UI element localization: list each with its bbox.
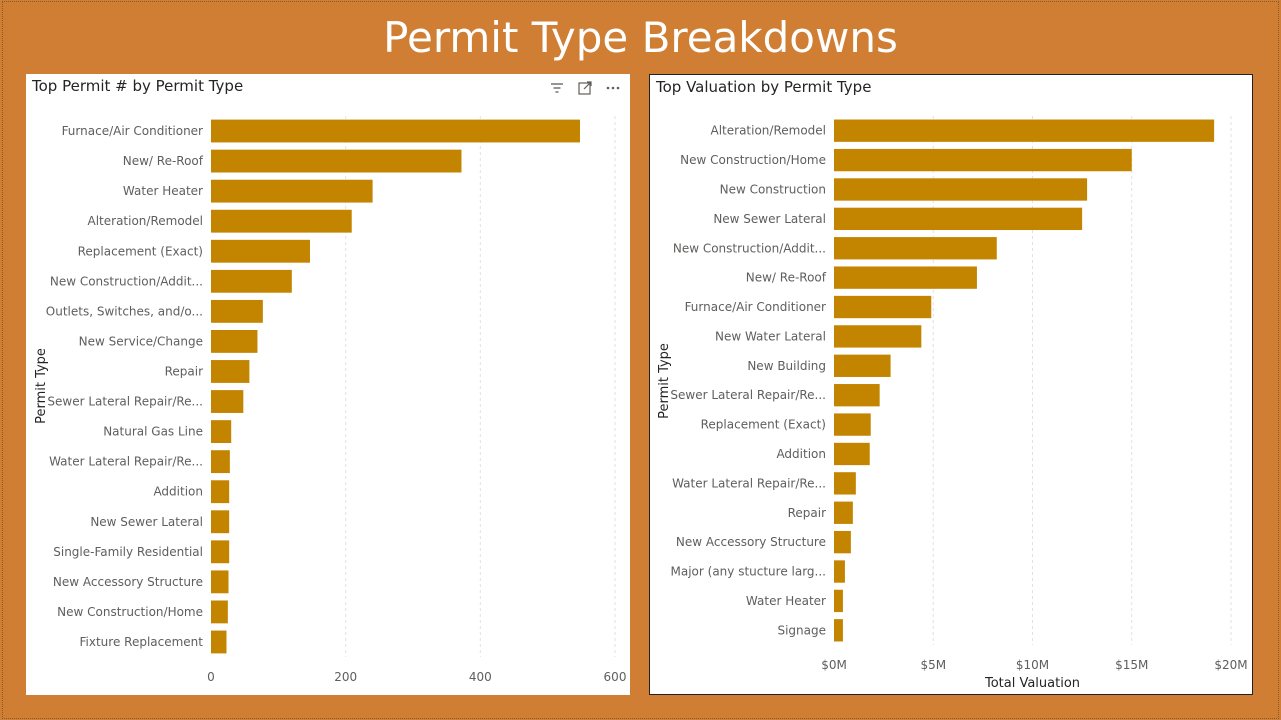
category-label: Replacement (Exact) (78, 244, 203, 258)
category-label: Replacement (Exact) (701, 418, 826, 432)
category-label: New Accessory Structure (676, 535, 826, 549)
category-label: Furnace/Air Conditioner (62, 124, 203, 138)
category-label: Sewer Lateral Repair/Re... (670, 388, 826, 402)
y-axis-title: Permit Type (34, 348, 49, 424)
bar[interactable] (834, 119, 1215, 142)
valuation-panel[interactable]: Alteration/Remodel New Construction/Home N… (649, 74, 1253, 695)
category-label: Signage (777, 623, 826, 637)
category-label: Water Lateral Repair/Re... (672, 476, 826, 490)
category-label: New Service/Change (79, 334, 203, 348)
bar[interactable] (834, 413, 871, 436)
category-label: New Building (747, 359, 826, 373)
bar[interactable] (834, 560, 845, 583)
bar[interactable] (211, 600, 228, 624)
x-tick-label: $10M (1016, 658, 1049, 672)
valuation-chart-title: Top Valuation by Permit Type (656, 78, 872, 96)
y-axis-title: Permit Type (657, 343, 672, 419)
bar[interactable] (211, 329, 258, 353)
category-label: Repair (788, 506, 826, 520)
bar[interactable] (211, 450, 230, 474)
valuation-chart: Alteration/Remodel New Construction/Home N… (657, 116, 1248, 691)
category-label: New Construction (720, 182, 826, 196)
category-label: New Water Lateral (715, 329, 826, 343)
bar[interactable] (211, 299, 263, 323)
filter-icon[interactable] (548, 79, 566, 97)
bar[interactable] (834, 472, 856, 495)
bar[interactable] (834, 589, 843, 613)
category-label: Water Heater (746, 594, 826, 608)
x-tick-label: 0 (207, 670, 215, 684)
permit-count-chart-title: Top Permit # by Permit Type (32, 77, 244, 95)
bar[interactable] (211, 149, 462, 173)
category-label: Furnace/Air Conditioner (685, 300, 826, 314)
bar[interactable] (834, 148, 1132, 172)
bar[interactable] (834, 442, 870, 466)
focus-mode-icon[interactable] (576, 79, 594, 97)
x-tick-label: 600 (604, 670, 627, 684)
x-tick-label: 200 (334, 670, 357, 684)
category-label: Addition (776, 447, 826, 461)
bar[interactable] (211, 390, 244, 413)
bar[interactable] (211, 209, 352, 233)
bar[interactable] (211, 420, 232, 444)
category-label: Water Lateral Repair/Re... (49, 455, 203, 469)
bar[interactable] (834, 354, 891, 377)
bar[interactable] (834, 178, 1088, 201)
bar[interactable] (834, 619, 843, 642)
category-label: New Construction/Home (57, 605, 203, 619)
x-tick-label: 400 (469, 670, 492, 684)
bar[interactable] (834, 266, 977, 289)
bar[interactable] (211, 360, 250, 383)
category-label: Repair (165, 364, 203, 378)
bar[interactable] (211, 480, 230, 504)
bar[interactable] (211, 630, 227, 654)
bar[interactable] (834, 295, 932, 319)
permit-count-chart: Furnace/Air Conditioner New/ Re-Roof Water… (34, 116, 627, 684)
bar[interactable] (211, 239, 310, 263)
dashboard-title: Permit Type Breakdowns (383, 13, 898, 62)
category-label: New Construction/Addit... (50, 274, 203, 288)
bar[interactable] (211, 119, 580, 143)
category-label: Outlets, Switches, and/o... (46, 304, 203, 318)
bar[interactable] (834, 530, 851, 554)
category-label: Alteration/Remodel (88, 214, 204, 228)
bar[interactable] (211, 269, 292, 293)
x-tick-label: $15M (1115, 658, 1148, 672)
bar[interactable] (211, 179, 373, 203)
bar[interactable] (211, 540, 230, 564)
bar[interactable] (834, 325, 922, 348)
category-label: Sewer Lateral Repair/Re... (47, 395, 203, 409)
category-label: New/ Re-Roof (746, 271, 827, 285)
category-label: Addition (153, 485, 203, 499)
category-label: Water Heater (123, 184, 203, 198)
bar[interactable] (834, 501, 853, 524)
x-tick-label: $0M (821, 658, 847, 672)
bar[interactable] (211, 570, 229, 594)
bar[interactable] (211, 510, 230, 534)
category-label: New Sewer Lateral (90, 515, 203, 529)
bar[interactable] (834, 384, 880, 407)
category-label: Single-Family Residential (53, 545, 203, 559)
permit-count-panel[interactable]: Furnace/Air Conditioner New/ Re-Roof Water… (26, 74, 630, 695)
x-tick-label: $5M (920, 658, 946, 672)
category-label: New Accessory Structure (53, 575, 203, 589)
category-label: Alteration/Remodel (711, 124, 827, 138)
category-label: New Sewer Lateral (713, 212, 826, 226)
x-axis-title: Total Valuation (984, 676, 1080, 691)
category-label: Fixture Replacement (80, 635, 204, 649)
bar[interactable] (834, 237, 997, 260)
visual-header (548, 79, 622, 97)
category-label: Natural Gas Line (103, 425, 203, 439)
x-tick-label: $20M (1214, 658, 1247, 672)
bar[interactable] (834, 207, 1083, 231)
more-options-icon[interactable] (604, 79, 622, 97)
category-label: New/ Re-Roof (123, 154, 204, 168)
category-label: New Construction/Addit... (673, 241, 826, 255)
category-label: New Construction/Home (680, 153, 826, 167)
category-label: Major (any stucture larg... (671, 565, 827, 579)
